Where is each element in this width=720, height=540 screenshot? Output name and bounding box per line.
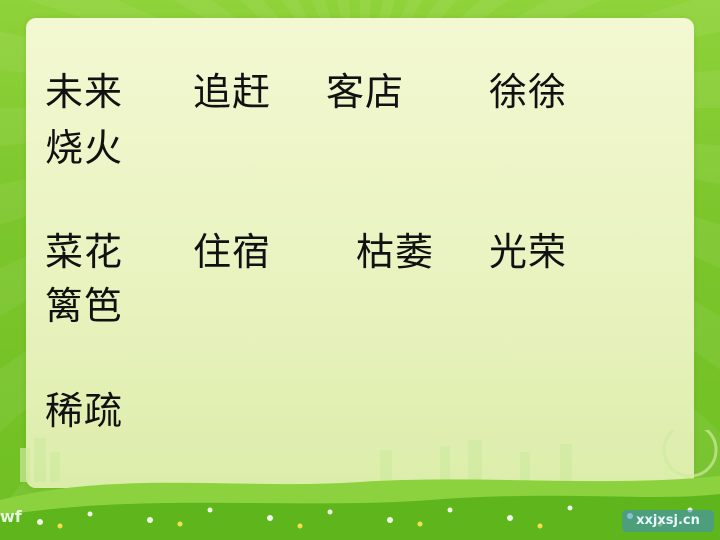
watermark-left: wf bbox=[0, 507, 22, 526]
word-zhuigan: 追赶 bbox=[193, 70, 272, 114]
word-kuwei: 枯萎 bbox=[356, 230, 435, 274]
word-shaohuo: 烧火 bbox=[45, 126, 124, 170]
grass-landscape bbox=[0, 430, 720, 540]
word-kedian: 客店 bbox=[326, 70, 405, 114]
content-panel bbox=[26, 18, 694, 488]
watermark-right-logo: xxjxsj.cn bbox=[622, 510, 714, 532]
word-zhusu: 住宿 bbox=[193, 230, 272, 274]
word-liba: 篱笆 bbox=[45, 284, 124, 328]
word-guangrong: 光荣 bbox=[489, 230, 568, 274]
word-caihua: 菜花 bbox=[45, 230, 124, 274]
word-xishu: 稀疏 bbox=[45, 389, 124, 433]
word-weilai: 未来 bbox=[45, 70, 124, 114]
word-xuxu: 徐徐 bbox=[489, 70, 568, 114]
